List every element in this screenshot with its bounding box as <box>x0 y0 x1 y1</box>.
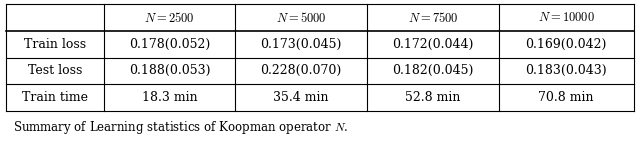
Text: $N = 10000$: $N = 10000$ <box>538 11 595 24</box>
Text: Test loss: Test loss <box>28 64 82 77</box>
Text: Train time: Train time <box>22 91 88 104</box>
Text: 0.183(0.043): 0.183(0.043) <box>525 64 607 77</box>
Text: Train loss: Train loss <box>24 38 86 51</box>
Text: $N = 2500$: $N = 2500$ <box>144 11 195 25</box>
Text: 0.173(0.045): 0.173(0.045) <box>260 38 342 51</box>
Text: 0.182(0.045): 0.182(0.045) <box>392 64 474 77</box>
Text: 0.169(0.042): 0.169(0.042) <box>525 38 607 51</box>
Text: 70.8 min: 70.8 min <box>538 91 594 104</box>
Text: Summary of Learning statistics of Koopman operator $N$.: Summary of Learning statistics of Koopma… <box>13 119 348 136</box>
Text: 35.4 min: 35.4 min <box>273 91 329 104</box>
Text: 0.228(0.070): 0.228(0.070) <box>260 64 342 77</box>
Text: 0.178(0.052): 0.178(0.052) <box>129 38 210 51</box>
Text: 18.3 min: 18.3 min <box>141 91 197 104</box>
Text: 0.172(0.044): 0.172(0.044) <box>392 38 474 51</box>
Text: 0.188(0.053): 0.188(0.053) <box>129 64 210 77</box>
Text: 52.8 min: 52.8 min <box>405 91 461 104</box>
Text: $N = 7500$: $N = 7500$ <box>408 11 458 25</box>
Text: $N = 5000$: $N = 5000$ <box>276 11 326 25</box>
